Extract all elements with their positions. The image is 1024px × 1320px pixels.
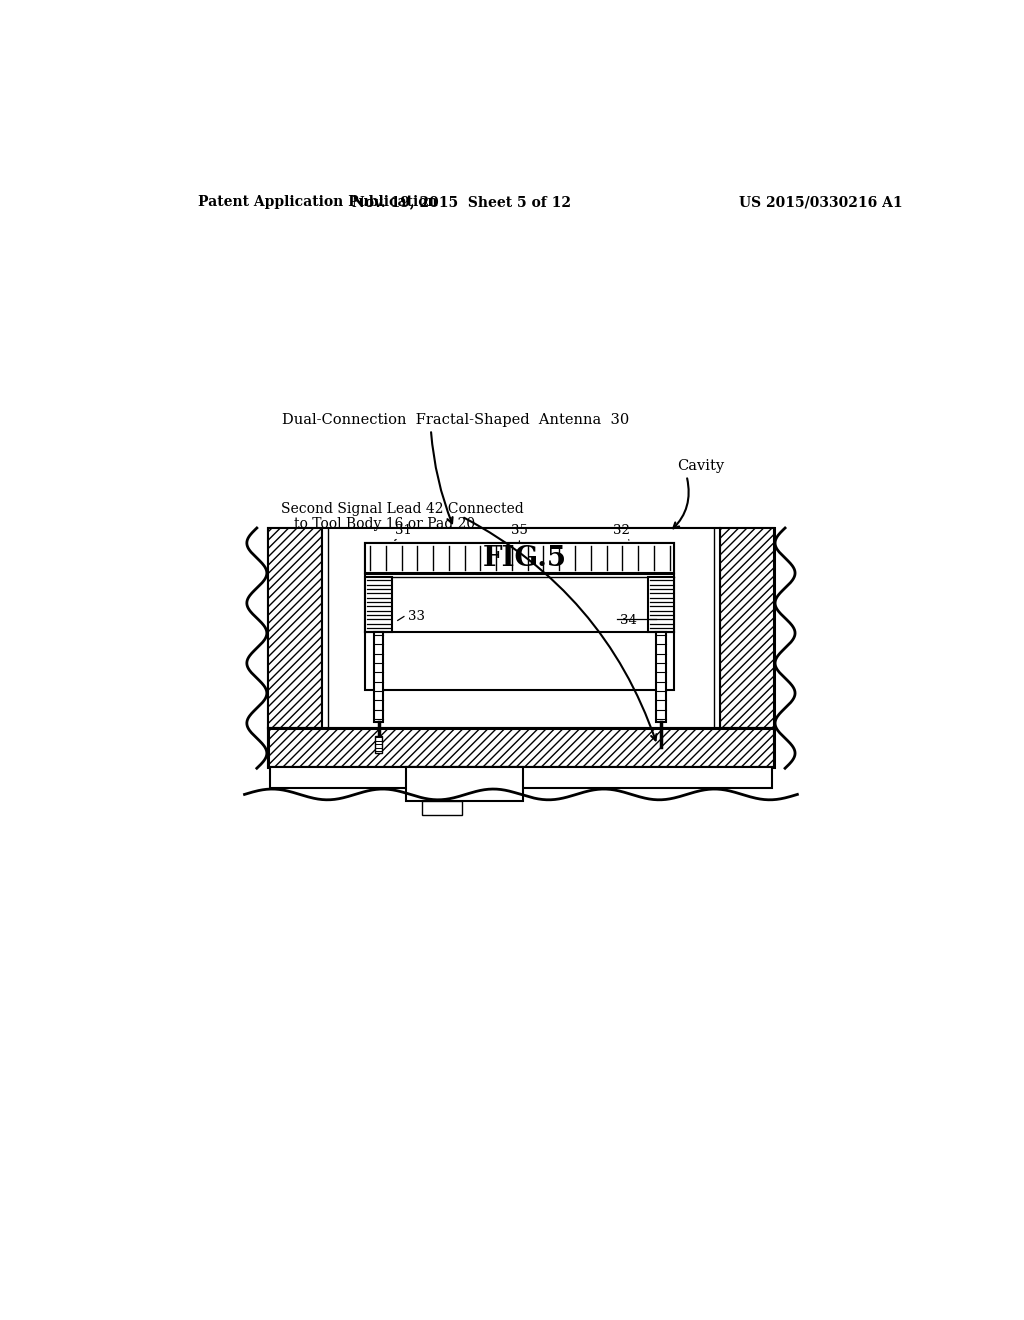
Text: 34: 34 [620, 614, 636, 627]
Bar [375, 737, 382, 752]
Bar [270, 767, 772, 788]
Text: 31: 31 [395, 524, 413, 537]
Text: US 2015/0330216 A1: US 2015/0330216 A1 [739, 195, 902, 210]
FancyArrowPatch shape [673, 478, 689, 528]
Text: Dual-Connection  Fractal-Shaped  Antenna  30: Dual-Connection Fractal-Shaped Antenna 3… [283, 413, 630, 428]
FancyArrowPatch shape [464, 517, 656, 741]
Bar [267, 729, 774, 767]
Text: to Tool Body 16 or Pad 20: to Tool Body 16 or Pad 20 [294, 517, 475, 531]
Text: FIG.5: FIG.5 [482, 545, 567, 573]
FancyArrowPatch shape [431, 432, 453, 523]
Bar [322, 528, 720, 729]
Bar [267, 729, 774, 767]
Bar [267, 528, 322, 729]
Bar [267, 528, 774, 729]
Bar [720, 528, 774, 729]
Bar [422, 801, 462, 816]
Text: Cavity: Cavity [677, 459, 724, 474]
Bar [366, 577, 391, 632]
Text: Second Signal Lead 42 Connected: Second Signal Lead 42 Connected [282, 502, 524, 516]
Text: Patent Application Publication: Patent Application Publication [199, 195, 438, 210]
Bar [374, 632, 383, 722]
Text: 33: 33 [408, 610, 425, 623]
Text: 35: 35 [511, 524, 527, 537]
Bar [656, 632, 666, 722]
Bar [648, 577, 674, 632]
Text: 32: 32 [612, 524, 630, 537]
Bar [407, 767, 523, 801]
Bar [366, 544, 674, 573]
Bar [366, 544, 674, 689]
Text: Nov. 19, 2015  Sheet 5 of 12: Nov. 19, 2015 Sheet 5 of 12 [352, 195, 571, 210]
